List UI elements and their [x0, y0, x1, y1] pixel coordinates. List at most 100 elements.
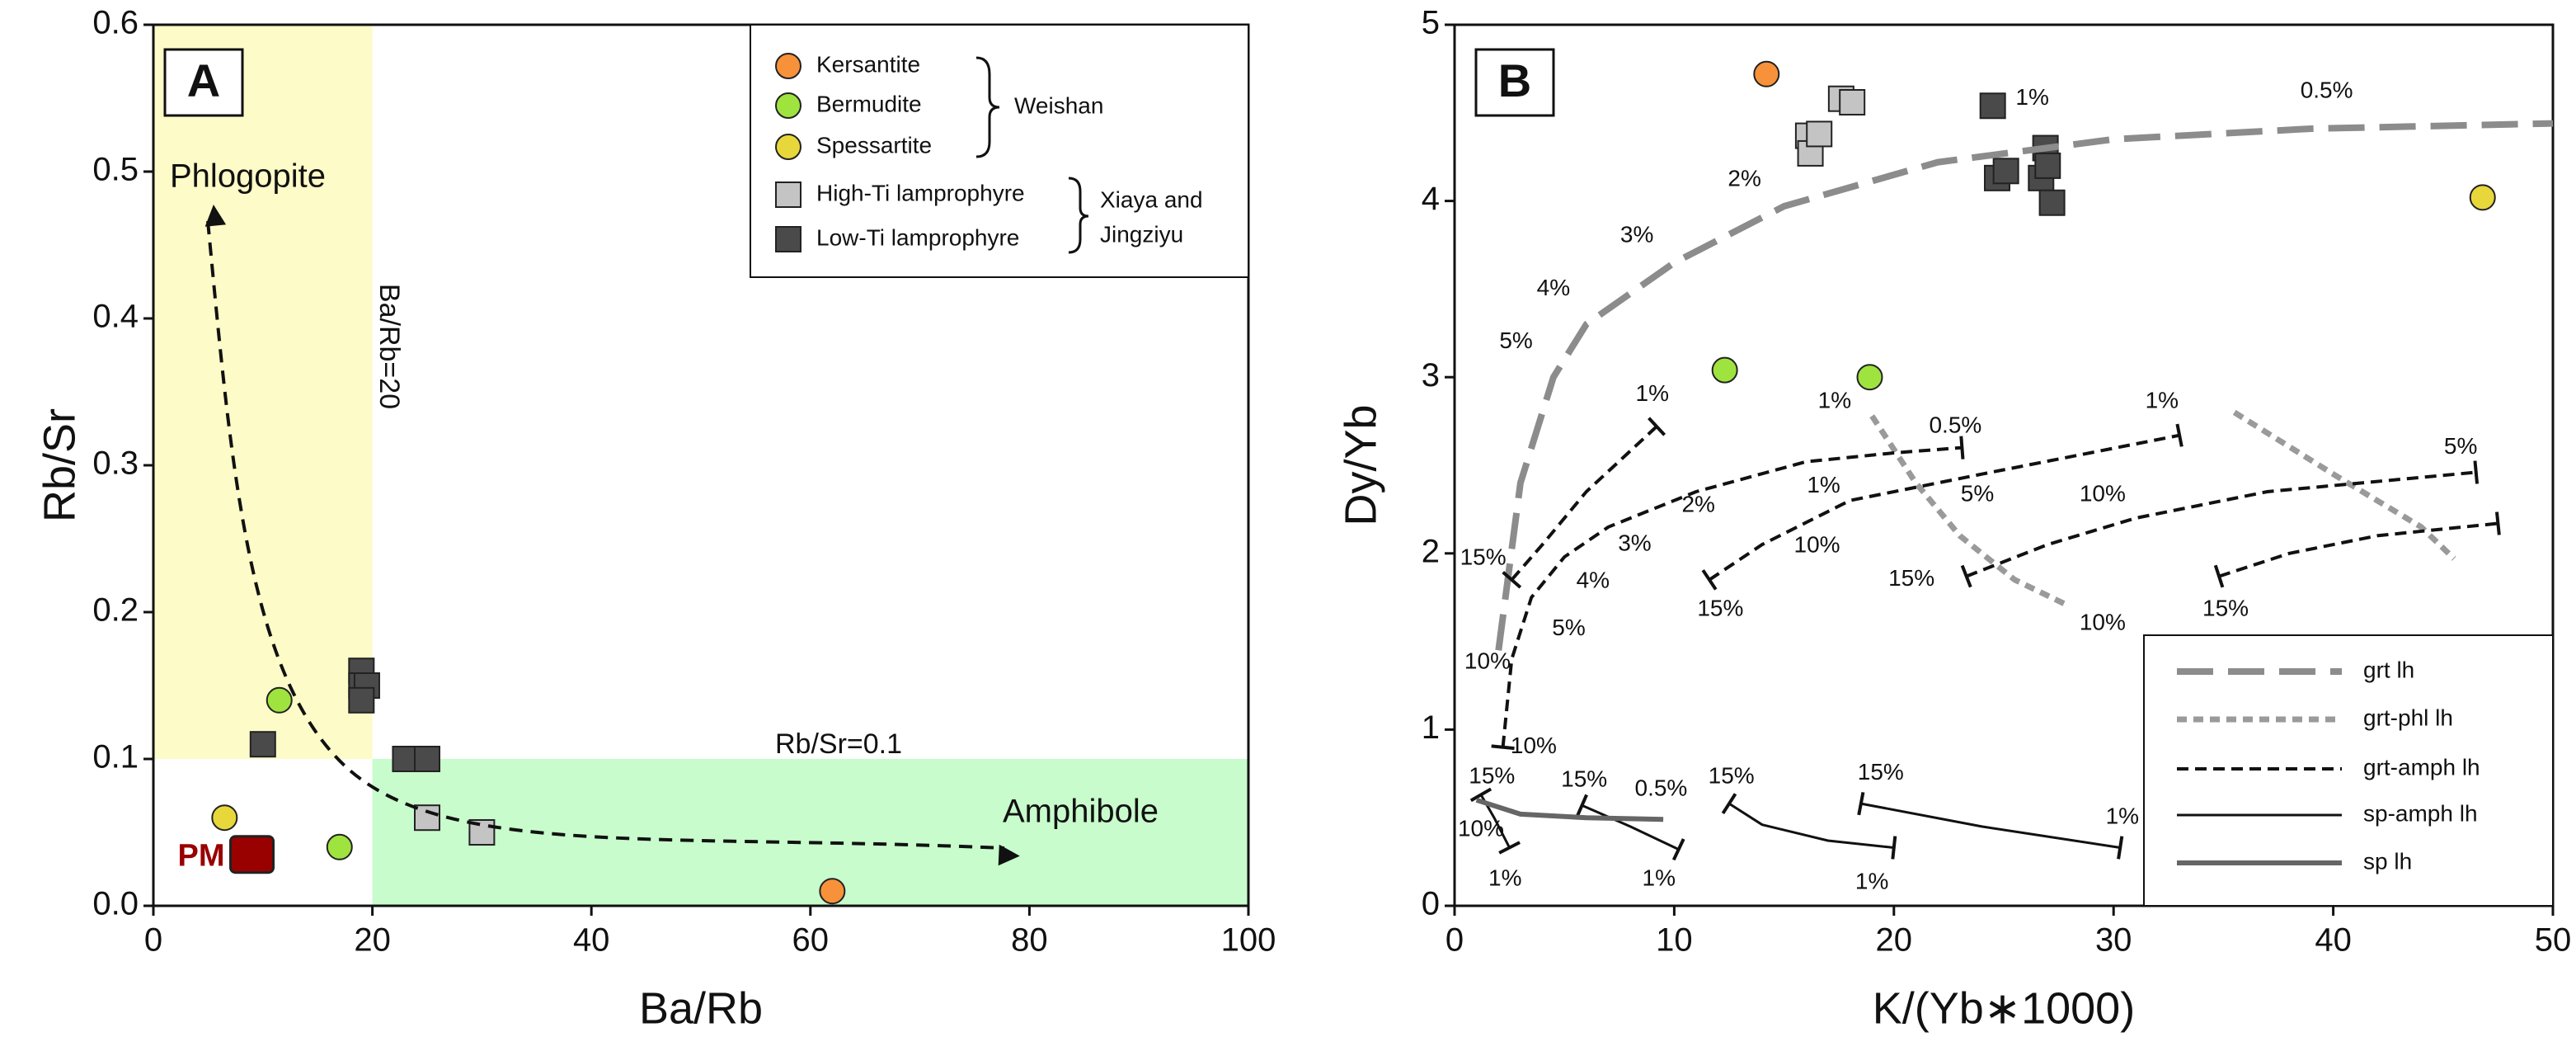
brace [975, 56, 1000, 158]
legend-label: Spessartite [816, 132, 932, 158]
curve-label: 10% [1511, 733, 1557, 758]
point [348, 686, 375, 714]
point [414, 804, 440, 832]
x-tick-label: 0 [1445, 922, 1464, 959]
point [211, 804, 238, 832]
y-tick-label: 4 [1422, 181, 1440, 217]
end-cap [2117, 836, 2124, 860]
legend-label: Low-Ti lamprophyre [816, 224, 1019, 250]
legend-group-label: Weishan [1014, 92, 1103, 118]
point [775, 181, 801, 208]
legend-label: sp lh [2363, 848, 2412, 874]
legend-group-label: Xiaya and [1100, 186, 1203, 212]
curve-label: 1% [1636, 380, 1669, 406]
point [2469, 184, 2496, 211]
curve-label: 2% [1681, 492, 1714, 517]
point [819, 878, 846, 905]
end-cap [1959, 436, 1965, 460]
point [775, 92, 801, 119]
point [1856, 364, 1883, 391]
end-cap [2494, 511, 2501, 535]
curve-label: 5% [1499, 328, 1532, 353]
point [2034, 152, 2061, 179]
legend-group-label: Jingziyu [1100, 221, 1183, 247]
curve-label: 15% [1709, 762, 1755, 788]
panel-label: B [1498, 54, 1531, 106]
curve-label: 15% [2202, 596, 2249, 621]
legend-label: Bermudite [816, 91, 922, 116]
end-cap [1671, 838, 1685, 861]
point [1753, 60, 1780, 87]
end-cap [1960, 564, 1972, 588]
x-tick-label: 60 [792, 922, 830, 959]
curve-label: 15% [1858, 759, 1904, 785]
curve-label: 10% [1794, 532, 1840, 558]
curve-label: 5% [1552, 615, 1585, 640]
curve-label: 4% [1537, 275, 1570, 300]
point [1711, 356, 1738, 384]
end-cap [1648, 417, 1666, 436]
point [1979, 92, 2006, 120]
curve [1475, 797, 1664, 822]
curve-label: 2% [1728, 165, 1760, 191]
legend-label: Kersantite [816, 51, 920, 77]
point [775, 53, 801, 79]
y-tick-label: 0.3 [92, 445, 139, 482]
end-cap [1576, 794, 1588, 817]
curve-label: 0.5% [2301, 78, 2353, 103]
curve-label: 4% [1577, 567, 1610, 592]
point [1839, 88, 1866, 115]
curve-label: 15% [1469, 762, 1515, 788]
curve-label: 1% [2106, 804, 2139, 829]
point [1806, 120, 1833, 148]
curve-label: 10% [2080, 610, 2126, 635]
legend-box [750, 24, 1249, 278]
end-cap [2175, 423, 2183, 447]
annotation: Ba/Rb=20 [374, 284, 405, 409]
curve-label: 10% [1458, 816, 1504, 841]
y-axis-title: Dy/Yb [1336, 404, 1385, 526]
x-tick-label: 0 [144, 922, 162, 959]
end-cap [1469, 787, 1492, 803]
point [775, 226, 801, 252]
curve [1479, 794, 2121, 851]
x-tick-label: 40 [573, 922, 610, 959]
y-tick-label: 0.0 [92, 886, 139, 922]
point [326, 833, 353, 860]
curve-label: 1% [1488, 865, 1521, 890]
y-tick-label: 0.5 [92, 152, 139, 188]
legend-label: grt-phl lh [2363, 705, 2453, 730]
curve [1495, 120, 2554, 651]
plot-frame [1453, 23, 2555, 907]
curve-label: 15% [1460, 544, 1507, 570]
x-tick-label: 50 [2535, 922, 2572, 959]
end-cap [1891, 836, 1897, 860]
curve-label: 1% [2146, 387, 2179, 412]
y-axis-title: Rb/Sr [35, 408, 84, 522]
x-tick-label: 40 [2315, 922, 2352, 959]
curve-label: 10% [2080, 481, 2126, 507]
y-tick-label: 0.4 [92, 299, 139, 335]
curve-label: 0.5% [1929, 412, 1981, 437]
x-axis-title: Ba/Rb [639, 983, 763, 1033]
y-tick-label: 0.6 [92, 5, 139, 41]
curve-label: 1% [2015, 84, 2048, 110]
y-tick-label: 3 [1422, 357, 1440, 394]
y-tick-label: 0 [1422, 886, 1440, 922]
point [1992, 158, 2019, 185]
curve-label: 10% [1464, 648, 1511, 674]
panel-label-box [163, 48, 244, 117]
curve-label: 5% [1961, 481, 1994, 507]
region-label: Amphibole [1003, 794, 1159, 830]
region [153, 25, 373, 759]
x-axis-title: K/(Yb∗1000) [1873, 983, 2135, 1033]
point [266, 686, 293, 714]
annotation: Rb/Sr=0.1 [775, 728, 902, 760]
point [775, 134, 801, 160]
y-tick-label: 5 [1422, 5, 1440, 41]
curve-label: 1% [1807, 472, 1840, 497]
legend-label: sp-amph lh [2363, 800, 2478, 826]
point [2038, 189, 2066, 216]
curve-label: 15% [1888, 565, 1934, 591]
